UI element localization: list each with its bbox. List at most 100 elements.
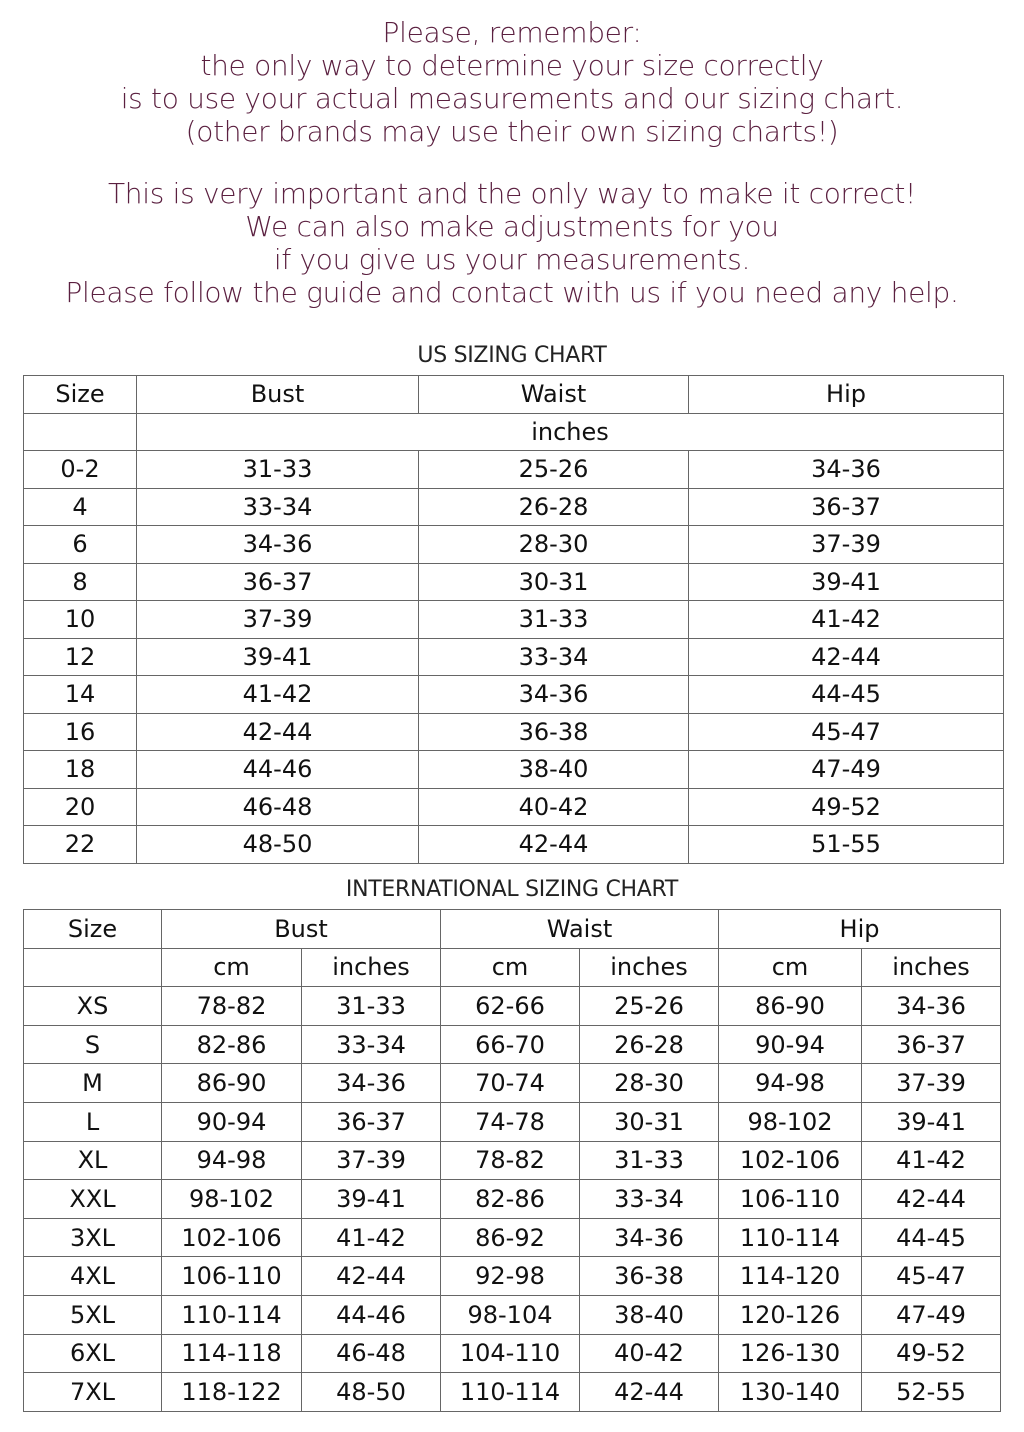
table-row: 3XL 102-106 41-42 86-92 34-36 110-114 44-45 bbox=[23, 1217, 1002, 1258]
measurement-cell: 114-120 bbox=[718, 1256, 863, 1296]
measurement-cell: 33-34 bbox=[301, 1024, 441, 1065]
measurement-cell: 38-40 bbox=[418, 750, 689, 789]
size-cell: 0-2 bbox=[23, 450, 137, 489]
intl-chart-title: INTERNATIONAL SIZING CHART bbox=[345, 877, 679, 902]
table-row: 20 46-48 40-42 49-52 bbox=[23, 787, 1004, 826]
size-cell: 14 bbox=[23, 675, 137, 714]
intro-line: if you give us your measurements. bbox=[273, 243, 751, 276]
table-row: L 90-94 36-37 74-78 30-31 98-102 39-41 bbox=[23, 1101, 1002, 1142]
table-row: 7XL 118-122 48-50 110-114 42-44 130-140 52-55 bbox=[23, 1372, 1002, 1412]
subheader-cell: inches bbox=[861, 947, 1002, 988]
header-bust: Bust bbox=[161, 909, 441, 949]
measurement-cell: 102-106 bbox=[161, 1217, 302, 1258]
measurement-cell: 39-41 bbox=[301, 1179, 441, 1219]
size-cell: S bbox=[23, 1024, 162, 1065]
measurement-cell: 36-38 bbox=[578, 1256, 720, 1296]
header-size: Size bbox=[23, 909, 162, 949]
table-row: XXL 98-102 39-41 82-86 33-34 106-110 42-44 bbox=[23, 1179, 1002, 1219]
subheader-cell: cm bbox=[440, 947, 580, 988]
size-cell: 22 bbox=[23, 825, 137, 864]
measurement-cell: 26-28 bbox=[418, 487, 689, 526]
unit-row: inches bbox=[23, 412, 1004, 451]
measurement-cell: 82-86 bbox=[161, 1024, 302, 1065]
table-row: 4XL 106-110 42-44 92-98 36-38 114-120 45-47 bbox=[23, 1256, 1002, 1296]
measurement-cell: 41-42 bbox=[136, 675, 419, 714]
table-row: 8 36-37 30-31 39-41 bbox=[23, 562, 1004, 601]
subheader-cell: cm bbox=[161, 947, 302, 988]
measurement-cell: 45-47 bbox=[688, 712, 1004, 751]
measurement-cell: 51-55 bbox=[688, 825, 1004, 864]
measurement-cell: 110-114 bbox=[718, 1217, 863, 1258]
intro-line: This is very important and the only way … bbox=[108, 177, 916, 210]
measurement-cell: 110-114 bbox=[161, 1294, 302, 1335]
table-row: 22 48-50 42-44 51-55 bbox=[23, 825, 1004, 864]
measurement-cell: 47-49 bbox=[861, 1294, 1002, 1335]
measurement-cell: 42-44 bbox=[418, 825, 689, 864]
intro-line: We can also make adjustments for you bbox=[245, 210, 779, 243]
measurement-cell: 34-36 bbox=[578, 1217, 720, 1258]
measurement-cell: 37-39 bbox=[301, 1140, 441, 1181]
measurement-cell: 98-104 bbox=[440, 1294, 580, 1335]
measurement-cell: 49-52 bbox=[688, 787, 1004, 826]
empty-cell bbox=[23, 947, 162, 988]
measurement-cell: 86-90 bbox=[718, 986, 863, 1026]
table-row: 6XL 114-118 46-48 104-110 40-42 126-130 49-52 bbox=[23, 1333, 1002, 1374]
measurement-cell: 74-78 bbox=[440, 1101, 580, 1142]
size-cell: 4 bbox=[23, 487, 137, 526]
measurement-cell: 44-46 bbox=[136, 750, 419, 789]
measurement-cell: 52-55 bbox=[861, 1372, 1002, 1412]
measurement-cell: 36-37 bbox=[688, 487, 1004, 526]
table-row: 10 37-39 31-33 41-42 bbox=[23, 600, 1004, 639]
size-cell: 3XL bbox=[23, 1217, 162, 1258]
measurement-cell: 31-33 bbox=[301, 986, 441, 1026]
measurement-cell: 25-26 bbox=[578, 986, 720, 1026]
table-row: 18 44-46 38-40 47-49 bbox=[23, 750, 1004, 789]
header-row: Size Bust Waist Hip bbox=[23, 375, 1004, 414]
measurement-cell: 41-42 bbox=[301, 1217, 441, 1258]
size-cell: 20 bbox=[23, 787, 137, 826]
intro-line: Please follow the guide and contact with… bbox=[65, 276, 959, 309]
us-sizing-table: Size Bust Waist Hip inches 0-2 31-33 25-26… bbox=[23, 375, 1004, 864]
table-row: 5XL 110-114 44-46 98-104 38-40 120-126 47-49 bbox=[23, 1294, 1002, 1335]
measurement-cell: 37-39 bbox=[688, 525, 1004, 564]
size-cell: 7XL bbox=[23, 1372, 162, 1412]
measurement-cell: 98-102 bbox=[161, 1179, 302, 1219]
size-cell: 8 bbox=[23, 562, 137, 601]
size-cell: 6 bbox=[23, 525, 137, 564]
intro-paragraph-2: This is very important and the only way … bbox=[0, 177, 1024, 309]
measurement-cell: 44-45 bbox=[861, 1217, 1002, 1258]
intro-line: (other brands may use their own sizing c… bbox=[185, 115, 839, 148]
measurement-cell: 39-41 bbox=[136, 637, 419, 676]
header-bust: Bust bbox=[136, 375, 419, 414]
intro-paragraph-1: Please, remember: the only way to determ… bbox=[0, 16, 1024, 148]
measurement-cell: 44-46 bbox=[301, 1294, 441, 1335]
measurement-cell: 120-126 bbox=[718, 1294, 863, 1335]
subheader-cell: inches bbox=[301, 947, 441, 988]
measurement-cell: 70-74 bbox=[440, 1063, 580, 1103]
measurement-cell: 86-90 bbox=[161, 1063, 302, 1103]
measurement-cell: 98-102 bbox=[718, 1101, 863, 1142]
measurement-cell: 30-31 bbox=[578, 1101, 720, 1142]
measurement-cell: 39-41 bbox=[861, 1101, 1002, 1142]
size-cell: 12 bbox=[23, 637, 137, 676]
header-waist: Waist bbox=[439, 909, 720, 949]
size-cell: L bbox=[23, 1101, 162, 1142]
measurement-cell: 33-34 bbox=[136, 487, 419, 526]
table-row: 6 34-36 28-30 37-39 bbox=[23, 525, 1004, 564]
measurement-cell: 34-36 bbox=[418, 675, 689, 714]
measurement-cell: 49-52 bbox=[861, 1333, 1002, 1374]
measurement-cell: 86-92 bbox=[440, 1217, 580, 1258]
measurement-cell: 94-98 bbox=[161, 1140, 302, 1181]
measurement-cell: 110-114 bbox=[440, 1372, 580, 1412]
measurement-cell: 34-36 bbox=[301, 1063, 441, 1103]
measurement-cell: 45-47 bbox=[861, 1256, 1002, 1296]
measurement-cell: 37-39 bbox=[861, 1063, 1002, 1103]
subheader-cell: inches bbox=[578, 947, 720, 988]
intro-line: the only way to determine your size corr… bbox=[200, 49, 824, 82]
size-cell: M bbox=[23, 1063, 162, 1103]
table-row: XL 94-98 37-39 78-82 31-33 102-106 41-42 bbox=[23, 1140, 1002, 1181]
measurement-cell: 31-33 bbox=[418, 600, 689, 639]
size-cell: 18 bbox=[23, 750, 137, 789]
size-cell: XXL bbox=[23, 1179, 162, 1219]
measurement-cell: 28-30 bbox=[578, 1063, 720, 1103]
